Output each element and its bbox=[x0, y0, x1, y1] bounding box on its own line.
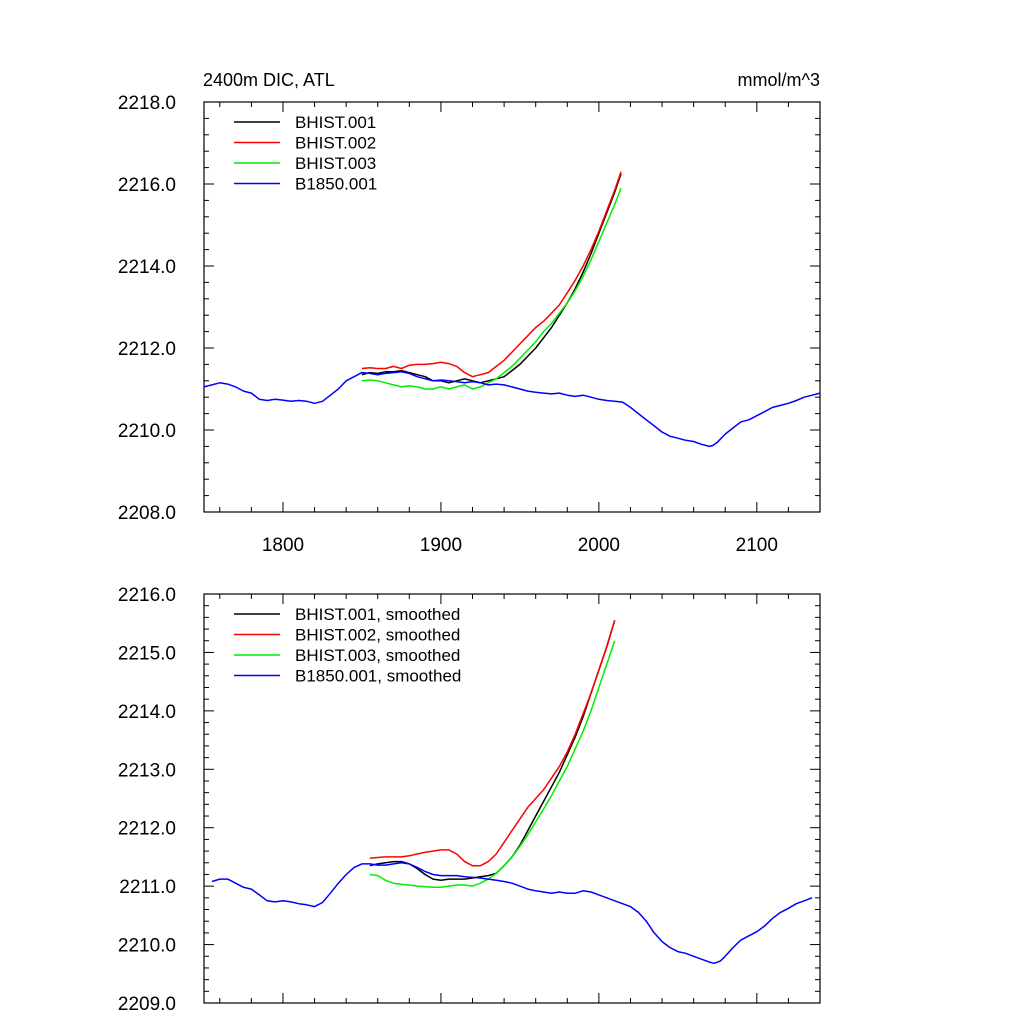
x-tick-label: 2100 bbox=[736, 535, 778, 556]
y-tick-label: 2216.0 bbox=[118, 585, 176, 606]
legend-label: B1850.001, smoothed bbox=[295, 667, 461, 686]
y-tick-label: 2215.0 bbox=[118, 643, 176, 664]
legend-label: BHIST.001, smoothed bbox=[295, 605, 460, 624]
legend-label: BHIST.003 bbox=[295, 154, 376, 173]
y-tick-label: 2216.0 bbox=[118, 175, 176, 196]
series-line-bhist-003-smoothed bbox=[369, 640, 616, 889]
series-line-b1850-001-smoothed bbox=[211, 862, 813, 965]
y-tick-label: 2212.0 bbox=[118, 339, 176, 360]
legend-label: BHIST.002 bbox=[295, 134, 376, 153]
y-tick-label: 2210.0 bbox=[118, 421, 176, 442]
series-line-bhist-002 bbox=[361, 171, 622, 378]
legend-label: B1850.001 bbox=[295, 175, 377, 194]
series-line-b1850-001 bbox=[203, 371, 821, 448]
panel-top: 2400m DIC, ATL mmol/m^3 1800 1900 2000 2100… bbox=[118, 70, 821, 556]
plot-frame bbox=[203, 101, 821, 513]
y-tick-label: 2209.0 bbox=[118, 994, 176, 1015]
chart-units: mmol/m^3 bbox=[738, 70, 820, 90]
y-tick-label: 2210.0 bbox=[118, 936, 176, 957]
series-line-bhist-002-smoothed bbox=[369, 620, 616, 867]
y-tick-label: 2212.0 bbox=[118, 819, 176, 840]
chart-title: 2400m DIC, ATL bbox=[203, 70, 335, 90]
series-line-bhist-003 bbox=[361, 187, 622, 390]
y-tick-label: 2218.0 bbox=[118, 93, 176, 114]
plot-frame bbox=[203, 593, 821, 1004]
legend-label: BHIST.002, smoothed bbox=[295, 626, 460, 645]
y-tick-label: 2214.0 bbox=[118, 702, 176, 723]
y-tick-label: 2208.0 bbox=[118, 503, 176, 524]
x-tick-label: 1800 bbox=[262, 535, 304, 556]
x-tick-label: 2000 bbox=[578, 535, 620, 556]
series-line-bhist-001 bbox=[361, 173, 622, 384]
y-tick-label: 2211.0 bbox=[119, 877, 176, 898]
y-tick-label: 2213.0 bbox=[118, 760, 176, 781]
panel-bottom: 2209.0 2210.0 2211.0 2212.0 2213.0 2214.0 2215… bbox=[118, 585, 821, 1015]
legend-label: BHIST.003, smoothed bbox=[295, 646, 460, 665]
y-tick-label: 2214.0 bbox=[118, 257, 176, 278]
legend-label: BHIST.001 bbox=[295, 113, 376, 132]
x-tick-label: 1900 bbox=[420, 535, 462, 556]
